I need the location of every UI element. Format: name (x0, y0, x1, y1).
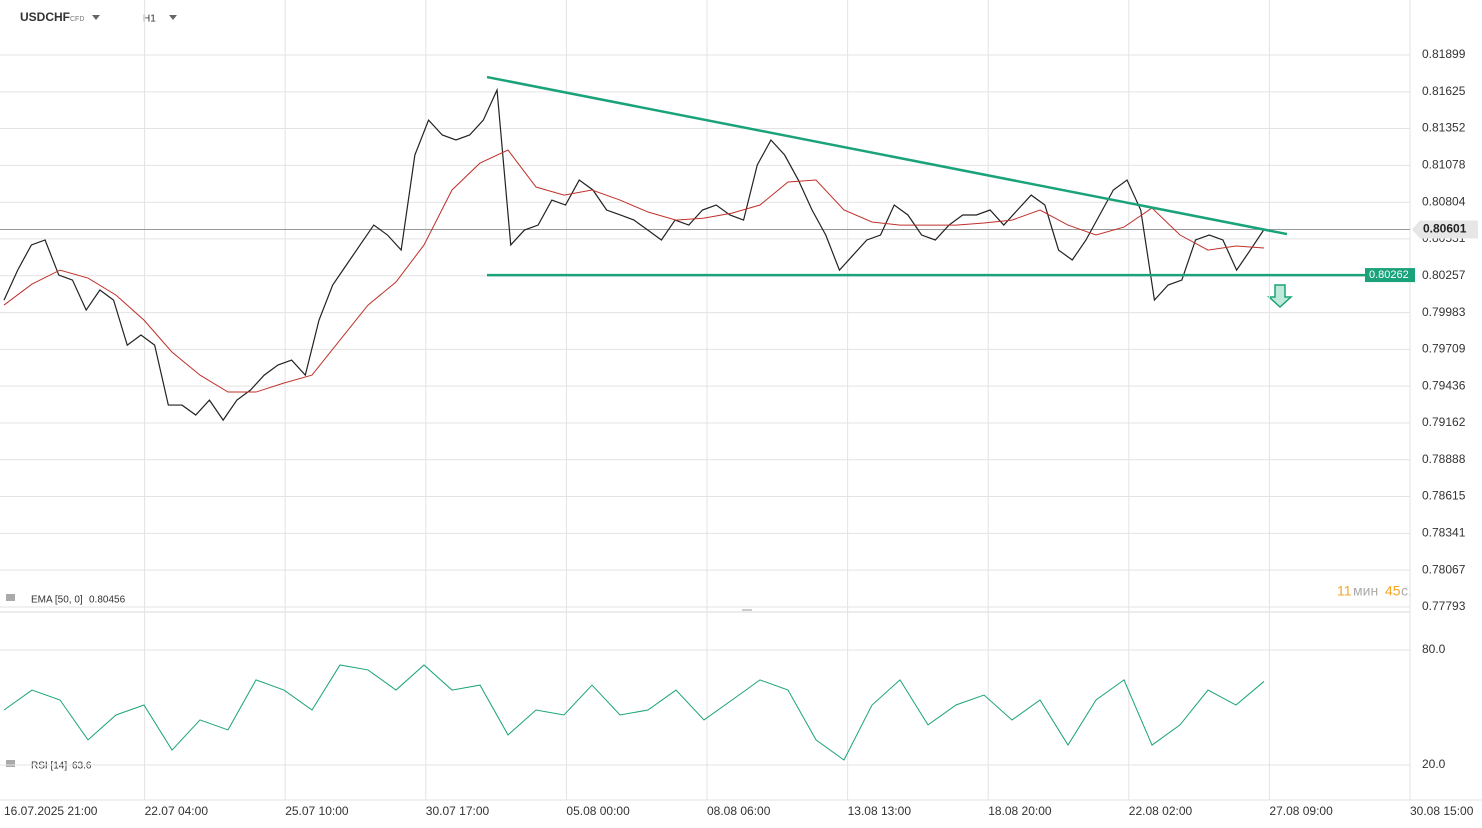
y-tick-label: 0.80804 (1422, 194, 1466, 208)
timer-unit: мин (1353, 583, 1378, 599)
y-tick-label: 0.78067 (1422, 562, 1466, 576)
y-tick-label: 0.78615 (1422, 489, 1466, 503)
down-arrow (1267, 284, 1293, 309)
level-tag (1365, 268, 1415, 283)
series-line (3, 87, 1265, 422)
y-tick-label: 0.77793 (1422, 599, 1466, 613)
x-tick-label: 05.08 00:00 (566, 804, 630, 818)
price-tag (1412, 220, 1478, 239)
y-tick-label: 0.79709 (1422, 342, 1466, 356)
x-tick-label: 30.08 15:00 (1410, 804, 1474, 818)
y-tick-label: 80.0 (1422, 642, 1446, 656)
trendline (486, 75, 1288, 236)
series-line (3, 149, 1265, 393)
symbol[interactable]: USDCHF (20, 10, 70, 24)
y-tick-label: 0.81078 (1422, 158, 1466, 172)
x-tick-label: 27.08 09:00 (1269, 804, 1333, 818)
ema-label: EMA [50, 0] (31, 595, 83, 606)
dropdown[interactable] (92, 15, 100, 20)
x-tick-label: 16.07.2025 21:00 (4, 804, 98, 818)
y-tick-label: 0.80257 (1422, 268, 1466, 282)
rsi-value: 63.6 (72, 761, 92, 772)
market: CFD (70, 16, 84, 23)
y-tick-label: 0.81899 (1422, 47, 1466, 61)
icon[interactable] (6, 594, 15, 601)
price-label: 0.80601 (1423, 222, 1467, 236)
x-tick-label: 30.07 17:00 (426, 804, 490, 818)
rsi-label: RSI [14] (31, 761, 67, 772)
timeframe[interactable]: H1 (143, 14, 156, 25)
y-tick-label: 0.79162 (1422, 415, 1466, 429)
y-tick-label: 20.0 (1422, 757, 1446, 771)
series-line (3, 664, 1265, 761)
timer-min: 11 (1337, 583, 1352, 599)
x-tick-label: 18.08 20:00 (988, 804, 1052, 818)
y-tick-label: 0.79436 (1422, 378, 1466, 392)
ema-value: 0.80456 (89, 595, 126, 606)
y-tick-label: 0.81625 (1422, 84, 1466, 98)
y-tick-label: 0.78888 (1422, 452, 1466, 466)
x-tick-label: 25.07 10:00 (285, 804, 349, 818)
x-tick-label: 08.08 06:00 (707, 804, 771, 818)
timer-sec: 45 (1385, 583, 1401, 599)
y-tick-label: 0.79983 (1422, 305, 1466, 319)
y-tick-label: 0.78341 (1422, 526, 1466, 540)
x-tick-label: 13.08 13:00 (848, 804, 912, 818)
icon[interactable] (6, 760, 15, 767)
dropdown[interactable] (169, 15, 177, 20)
x-tick-label: 22.08 02:00 (1129, 804, 1193, 818)
x-tick-label: 22.07 04:00 (145, 804, 209, 818)
level-label: 0.80262 (1369, 269, 1409, 281)
timer-unit: с. (1401, 583, 1412, 599)
y-tick-label: 0.81352 (1422, 121, 1466, 135)
